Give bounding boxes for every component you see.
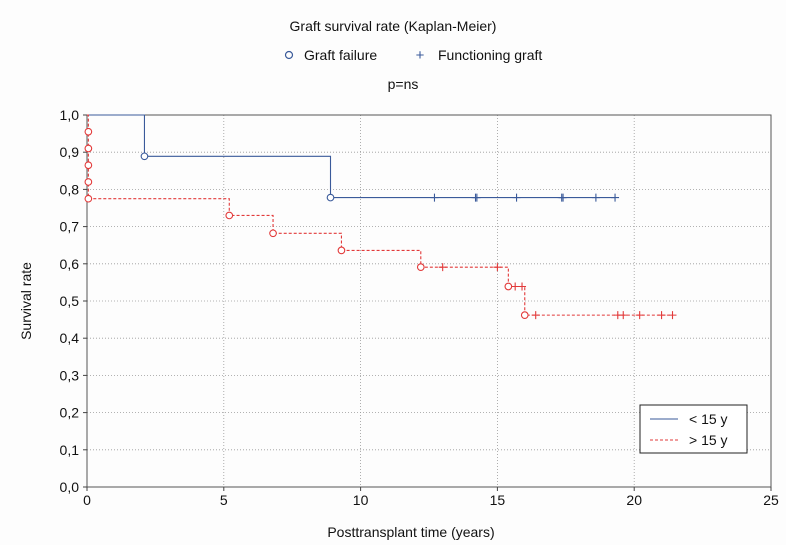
censored-marker (518, 282, 527, 291)
censored-marker (657, 311, 666, 320)
y-tick-label: 0,0 (60, 479, 80, 495)
x-tick-label: 0 (83, 492, 91, 508)
failure-marker (326, 193, 335, 202)
censored-marker (619, 311, 628, 320)
y-tick-label: 1,0 (60, 107, 80, 123)
y-tick-label: 0,2 (60, 405, 80, 421)
failure-marker (520, 311, 529, 319)
y-axis: 0,0 0,1 0,2 0,3 0,4 0,5 0,6 0,7 0,8 0,9 1,0 (60, 107, 87, 495)
y-tick-label: 0,3 (60, 367, 80, 383)
series-legend: < 15 y > 15 y (639, 404, 748, 454)
failure-marker (84, 144, 93, 153)
failure-marker (140, 152, 149, 161)
chart-title: Graft survival rate (Kaplan-Meier) (290, 18, 497, 34)
censored-marker (531, 311, 540, 320)
plot-series (84, 114, 677, 320)
y-tick-label: 0,4 (60, 330, 80, 346)
failure-marker (225, 211, 234, 220)
y-tick-label: 0,6 (60, 256, 80, 272)
failure-marker (84, 161, 93, 170)
y-tick-label: 0,9 (60, 144, 80, 160)
x-axis: 0 5 10 15 20 25 (83, 487, 779, 508)
failure-marker (84, 194, 93, 203)
censored-marker (512, 193, 521, 202)
censored-marker (511, 282, 520, 291)
censored-marker (438, 263, 447, 272)
chart-subtitle: p=ns (388, 76, 419, 92)
censored-marker (559, 193, 568, 202)
series-legend-box (639, 404, 748, 454)
y-tick-label: 0,8 (60, 181, 80, 197)
series-legend-label-under-15: < 15 y (689, 411, 728, 427)
x-tick-label: 15 (490, 492, 506, 508)
x-tick-label: 5 (220, 492, 228, 508)
series-1 (84, 114, 677, 320)
x-tick-label: 20 (626, 492, 642, 508)
x-axis-label: Posttransplant time (years) (327, 524, 494, 540)
censored-marker (635, 311, 644, 320)
functioning-graft-legend-symbol: + (416, 47, 425, 64)
graft-failure-legend-label: Graft failure (304, 47, 377, 63)
y-axis-label: Survival rate (18, 262, 34, 340)
censored-marker (472, 193, 481, 202)
censored-marker (493, 263, 502, 272)
y-tick-label: 0,7 (60, 219, 80, 235)
censored-marker (668, 311, 677, 320)
series-legend-label-over-15: > 15 y (689, 432, 728, 448)
failure-marker (416, 263, 425, 271)
functioning-graft-legend-label: Functioning graft (438, 47, 542, 63)
failure-marker (269, 229, 277, 238)
x-tick-label: 25 (763, 492, 779, 508)
censored-marker (611, 193, 620, 202)
y-tick-label: 0,1 (60, 442, 80, 458)
censored-marker (430, 193, 439, 202)
series-0 (87, 114, 620, 202)
survival-step-line (87, 114, 616, 199)
x-tick-label: 10 (353, 492, 369, 508)
failure-marker (84, 178, 93, 186)
marker-legend: Graft failure + Functioning graft (284, 47, 542, 64)
failure-marker (504, 282, 513, 291)
failure-marker (337, 246, 346, 255)
failure-marker (84, 127, 93, 136)
graft-failure-legend-icon (284, 50, 294, 60)
censored-marker (591, 193, 600, 202)
y-tick-label: 0,5 (60, 293, 80, 309)
